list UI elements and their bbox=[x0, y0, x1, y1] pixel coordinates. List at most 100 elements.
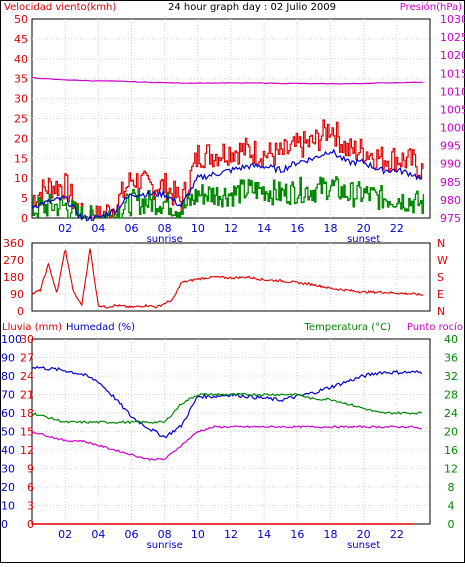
rain-y-tick-label: 15 bbox=[20, 426, 34, 439]
temperature-y-tick-label: 24 bbox=[444, 407, 458, 420]
humidity-y-tick-label: 70 bbox=[1, 389, 15, 402]
x-tick-label: 14 bbox=[257, 528, 271, 541]
pressure-y-tick-label: 975 bbox=[440, 212, 461, 225]
pressure-y-tick-label: 1005 bbox=[440, 103, 465, 116]
rain-axis-label: Lluvia (mm) bbox=[2, 322, 62, 333]
direction-compass-label: N bbox=[437, 237, 445, 250]
pressure-series-line bbox=[31, 76, 424, 85]
x-tick-label: 10 bbox=[191, 222, 205, 235]
x-tick-label: 06 bbox=[125, 528, 139, 541]
x-tick-label: 12 bbox=[224, 222, 238, 235]
rain-y-tick-label: 9 bbox=[27, 463, 34, 476]
pressure-y-tick-label: 1010 bbox=[440, 85, 465, 98]
x-tick-label: 02 bbox=[58, 222, 72, 235]
x-tick-label: 22 bbox=[390, 528, 404, 541]
temperature-y-tick-label: 16 bbox=[444, 444, 458, 457]
pressure-y-tick-label: 1020 bbox=[440, 49, 465, 62]
x-tick-label: 10 bbox=[191, 528, 205, 541]
pressure-axis-label: Presión(hPa) bbox=[400, 1, 462, 13]
x-tick-label: 02 bbox=[58, 528, 72, 541]
x-annotation-sunrise: sunrise bbox=[147, 540, 183, 551]
direction-compass-label: N bbox=[437, 305, 445, 318]
temperature-y-tick-label: 20 bbox=[444, 426, 458, 439]
direction-compass-label: E bbox=[437, 288, 444, 301]
x-tick-label: 16 bbox=[290, 528, 304, 541]
rain-y-tick-label: 30 bbox=[20, 333, 34, 346]
temperature-y-tick-label: 0 bbox=[448, 518, 455, 531]
x-tick-label: 04 bbox=[91, 528, 105, 541]
x-annotation-sunset: sunset bbox=[347, 540, 380, 551]
x-tick-label: 12 bbox=[224, 528, 238, 541]
humidity-y-tick-label: 80 bbox=[1, 370, 15, 383]
direction-y-tick-label: 90 bbox=[10, 288, 24, 301]
rain-y-tick-label: 0 bbox=[27, 518, 34, 531]
x-tick-label: 08 bbox=[158, 528, 172, 541]
direction-y-tick-label: 270 bbox=[3, 254, 24, 267]
rain-y-tick-label: 12 bbox=[20, 444, 34, 457]
wind-direction-series-line bbox=[31, 248, 424, 309]
pressure-y-tick-label: 1015 bbox=[440, 67, 465, 80]
x-tick-label: 20 bbox=[357, 528, 371, 541]
wind-gust-series-line bbox=[32, 119, 424, 219]
pressure-y-tick-label: 980 bbox=[440, 194, 461, 207]
dewpoint-axis-label: Punto rocío bbox=[407, 321, 463, 333]
rain-y-tick-label: 18 bbox=[20, 407, 34, 420]
humidity-y-tick-label: 0 bbox=[1, 518, 8, 531]
rain-y-tick-label: 27 bbox=[20, 352, 34, 365]
dewpoint-series-line bbox=[32, 425, 422, 461]
pressure-y-tick-label: 995 bbox=[440, 140, 461, 153]
pressure-y-tick-label: 985 bbox=[440, 176, 461, 189]
rain-y-tick-label: 6 bbox=[27, 481, 34, 494]
x-tick-label: 20 bbox=[357, 222, 371, 235]
humidity-y-tick-label: 100 bbox=[1, 333, 22, 346]
temperature-y-tick-label: 12 bbox=[444, 463, 458, 476]
wind-y-tick-label: 25 bbox=[14, 113, 28, 126]
temperature-y-tick-label: 36 bbox=[444, 352, 458, 365]
x-tick-label: 18 bbox=[324, 222, 338, 235]
chart-title: 24 hour graph day : 02 Julio 2009 bbox=[168, 2, 336, 13]
pressure-y-tick-label: 1025 bbox=[440, 31, 465, 44]
wind-y-tick-label: 40 bbox=[14, 53, 28, 66]
temperature-series-line bbox=[31, 392, 423, 425]
wind-avg-series-line bbox=[31, 148, 423, 222]
wind-speed-axis-label: Velocidad viento(kmh) bbox=[4, 2, 116, 13]
wind-y-tick-label: 15 bbox=[14, 152, 28, 165]
humidity-y-tick-label: 10 bbox=[1, 500, 15, 513]
wind-y-tick-label: 20 bbox=[14, 132, 28, 145]
humidity-y-tick-label: 30 bbox=[1, 463, 15, 476]
wind-y-tick-label: 10 bbox=[14, 172, 28, 185]
x-tick-label: 18 bbox=[324, 528, 338, 541]
pressure-y-tick-label: 1000 bbox=[440, 122, 465, 135]
wind-y-tick-label: 45 bbox=[14, 33, 28, 46]
wind-min-series-line bbox=[32, 176, 425, 219]
temperature-y-tick-label: 28 bbox=[444, 389, 458, 402]
x-tick-label: 08 bbox=[158, 222, 172, 235]
humidity-axis-label: Humedad (%) bbox=[66, 322, 135, 333]
pressure-y-tick-label: 990 bbox=[440, 158, 461, 171]
rain-y-tick-label: 21 bbox=[20, 389, 34, 402]
humidity-y-tick-label: 20 bbox=[1, 481, 15, 494]
temperature-y-tick-label: 40 bbox=[444, 333, 458, 346]
wind-y-tick-label: 35 bbox=[14, 73, 28, 86]
wind-y-tick-label: 30 bbox=[14, 93, 28, 106]
direction-y-tick-label: 360 bbox=[3, 237, 24, 250]
x-tick-label: 06 bbox=[125, 222, 139, 235]
x-tick-label: 14 bbox=[257, 222, 271, 235]
x-annotation-sunrise: sunrise bbox=[147, 234, 183, 245]
humidity-y-tick-label: 60 bbox=[1, 407, 15, 420]
rain-y-tick-label: 3 bbox=[27, 500, 34, 513]
direction-y-tick-label: 180 bbox=[3, 271, 24, 284]
direction-compass-label: W bbox=[437, 254, 448, 267]
pressure-y-tick-label: 1030 bbox=[440, 13, 465, 26]
direction-compass-label: S bbox=[437, 271, 444, 284]
x-tick-label: 04 bbox=[91, 222, 105, 235]
temperature-y-tick-label: 32 bbox=[444, 370, 458, 383]
humidity-y-tick-label: 40 bbox=[1, 444, 15, 457]
temperature-y-tick-label: 8 bbox=[448, 481, 455, 494]
direction-y-tick-label: 0 bbox=[17, 305, 24, 318]
x-annotation-sunset: sunset bbox=[347, 234, 380, 245]
humidity-y-tick-label: 50 bbox=[1, 426, 15, 439]
x-tick-label: 16 bbox=[290, 222, 304, 235]
wind-y-tick-label: 50 bbox=[14, 13, 28, 26]
